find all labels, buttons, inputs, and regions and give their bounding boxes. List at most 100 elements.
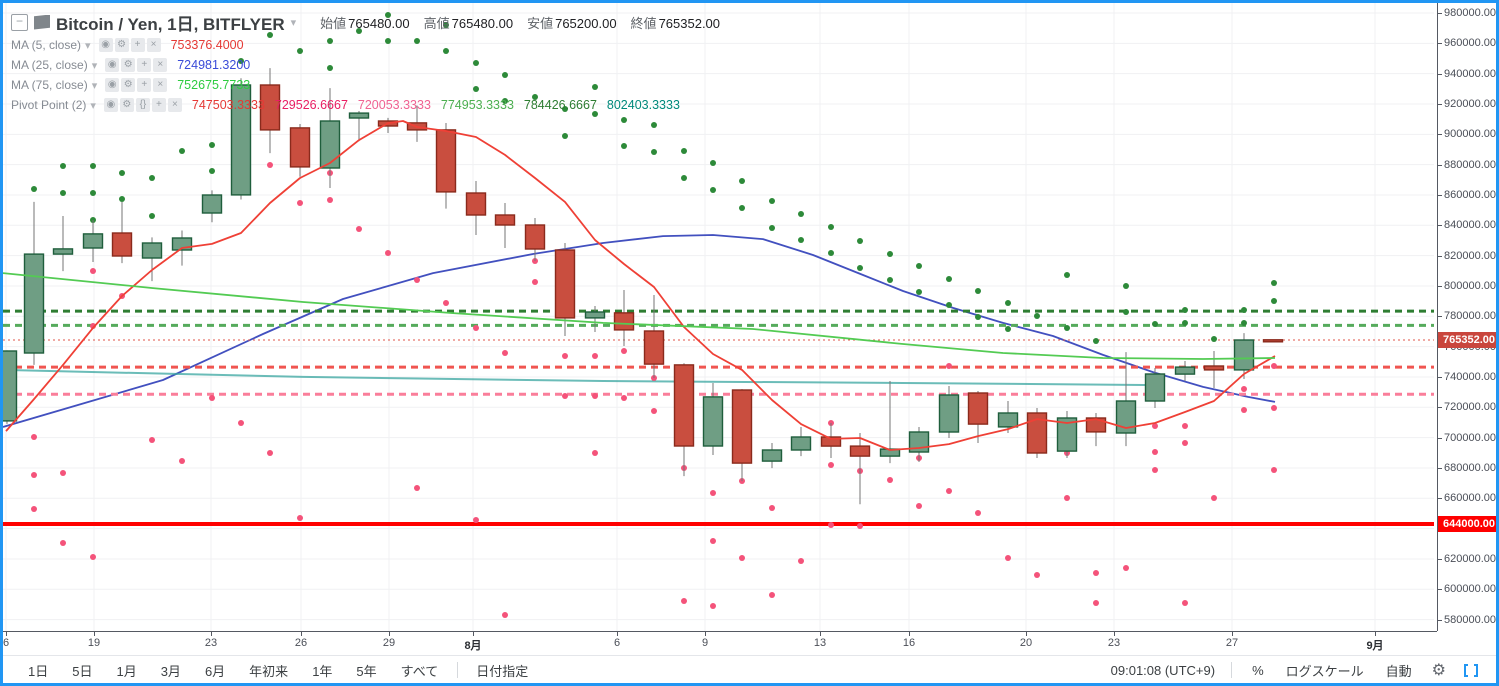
time-tick (617, 632, 618, 636)
price-axis-label: 880000.00 (1444, 158, 1496, 171)
visibility-icon[interactable]: ◉ (105, 78, 120, 92)
ohlc-item: 終値 765352.00 (631, 13, 720, 32)
toolbar-separator (457, 662, 459, 678)
chevron-down-icon[interactable]: ▾ (91, 79, 98, 92)
time-axis-label: 23 (1107, 637, 1121, 649)
log-scale-button[interactable]: ログスケール (1285, 663, 1364, 679)
price-axis-label: 940000.00 (1444, 67, 1496, 80)
add-icon[interactable]: + (137, 78, 152, 92)
time-tick (94, 632, 95, 636)
symbol-flag-icon (34, 14, 50, 30)
close-icon[interactable]: × (153, 78, 168, 92)
time-axis-label: 6 (2, 637, 10, 649)
candle (52, 216, 74, 272)
price-tick (1438, 376, 1442, 378)
range-button[interactable]: 6月 (204, 663, 226, 679)
indicator-value: 802403.3333 (606, 98, 680, 112)
price-axis-label: 580000.00 (1444, 613, 1496, 626)
time-axis-label: 8月 (464, 640, 482, 652)
line-pivot-teal (3, 368, 1149, 386)
candle (111, 201, 133, 264)
candle (435, 123, 457, 209)
price-axis-label: 900000.00 (1444, 128, 1496, 141)
range-button[interactable]: 年初来 (249, 663, 289, 679)
candle (1085, 413, 1107, 447)
price-badge: 644000.00 (1438, 516, 1496, 532)
collapse-icon[interactable]: − (11, 13, 28, 31)
line-ma5 (5, 120, 1276, 451)
indicator-label[interactable]: MA (5, close) (11, 38, 82, 52)
range-button[interactable]: 5年 (356, 663, 377, 679)
price-tick (1438, 103, 1442, 105)
clock-label[interactable]: 09:01:08 (UTC+9) (1110, 662, 1216, 678)
chevron-down-icon[interactable]: ▾ (290, 16, 297, 29)
indicator-label[interactable]: MA (25, close) (11, 58, 88, 72)
candle (761, 443, 783, 469)
auto-scale-button[interactable]: 自動 (1385, 663, 1412, 679)
range-button[interactable]: 1年 (312, 663, 333, 679)
time-tick (1375, 632, 1376, 636)
time-tick (1232, 632, 1233, 636)
price-badge: 765352.00 (1438, 332, 1496, 348)
percent-scale-button[interactable]: % (1252, 662, 1264, 678)
chevron-down-icon[interactable]: ▾ (90, 99, 96, 112)
indicator-label[interactable]: MA (75, close) (11, 78, 88, 92)
indicator-value: 720053.3333 (357, 98, 431, 112)
settings-icon[interactable]: ⚙ (114, 38, 129, 52)
candlestick-chart[interactable] (3, 3, 1434, 631)
ohlc-values: 始値 765480.00 高値 765480.00 安値 765200.00 終値 76535… (320, 13, 720, 32)
range-button[interactable]: すべて (400, 663, 439, 679)
chevron-down-icon[interactable]: ▾ (85, 39, 91, 52)
symbol-title[interactable]: Bitcoin / Yen, 1日, BITFLYER (56, 14, 285, 34)
price-tick (1438, 407, 1442, 409)
settings-icon[interactable]: ⚙ (121, 58, 136, 72)
candle (613, 290, 635, 346)
time-tick (1026, 632, 1027, 636)
goto-date-button[interactable]: 日付指定 (476, 663, 529, 679)
settings-icon[interactable]: ⚙ (121, 78, 136, 92)
range-button[interactable]: 3月 (160, 663, 181, 679)
visibility-icon[interactable]: ◉ (105, 58, 120, 72)
candle (1262, 339, 1284, 343)
gear-icon[interactable]: ⚙ (1431, 662, 1446, 679)
close-icon[interactable]: × (167, 98, 182, 112)
price-axis-label: 660000.00 (1444, 492, 1496, 505)
pivot-level-lines (3, 309, 1434, 526)
candle (465, 181, 487, 235)
range-button[interactable]: 5日 (72, 663, 93, 679)
candle (524, 218, 546, 261)
settings-icon[interactable]: ⚙ (119, 98, 134, 112)
range-button[interactable]: 1月 (116, 663, 137, 679)
time-axis-label: 9月 (1366, 640, 1384, 652)
indicator-buttons: ◉ ⚙ + × (105, 78, 168, 92)
fullscreen-icon[interactable] (1464, 663, 1478, 677)
price-axis-label: 980000.00 (1444, 7, 1496, 19)
close-icon[interactable]: × (153, 58, 168, 72)
source-icon[interactable]: {} (135, 98, 150, 112)
candle (731, 389, 753, 482)
add-icon[interactable]: + (130, 38, 145, 52)
price-axis[interactable]: 980000.00 960000.00 940000.00 920000.00 9000… (1437, 3, 1496, 631)
time-axis[interactable]: 6 19 23 26 29 8月 6 9 13 16 20 23 27 9月 (3, 631, 1437, 656)
indicator-value: 752675.7733 (177, 78, 251, 92)
indicator-label[interactable]: Pivot Point (2) (11, 98, 87, 112)
close-icon[interactable]: × (146, 38, 161, 52)
chart-plot-area[interactable] (3, 3, 1434, 631)
chevron-down-icon[interactable]: ▾ (91, 59, 98, 72)
candle (584, 306, 606, 332)
price-tick (1438, 316, 1442, 318)
price-axis-label: 680000.00 (1444, 461, 1496, 474)
price-axis-label: 840000.00 (1444, 219, 1496, 232)
ohlc-label: 始値 (320, 15, 347, 31)
add-icon[interactable]: + (137, 58, 152, 72)
visibility-icon[interactable]: ◉ (103, 98, 118, 112)
add-icon[interactable]: + (151, 98, 166, 112)
ohlc-value: 765480.00 (451, 15, 514, 31)
time-tick (211, 632, 212, 636)
price-axis-label: 860000.00 (1444, 188, 1496, 201)
ohlc-value: 765352.00 (658, 15, 721, 31)
visibility-icon[interactable]: ◉ (98, 38, 113, 52)
range-button[interactable]: 1日 (28, 663, 49, 679)
price-axis-label: 600000.00 (1444, 583, 1496, 596)
